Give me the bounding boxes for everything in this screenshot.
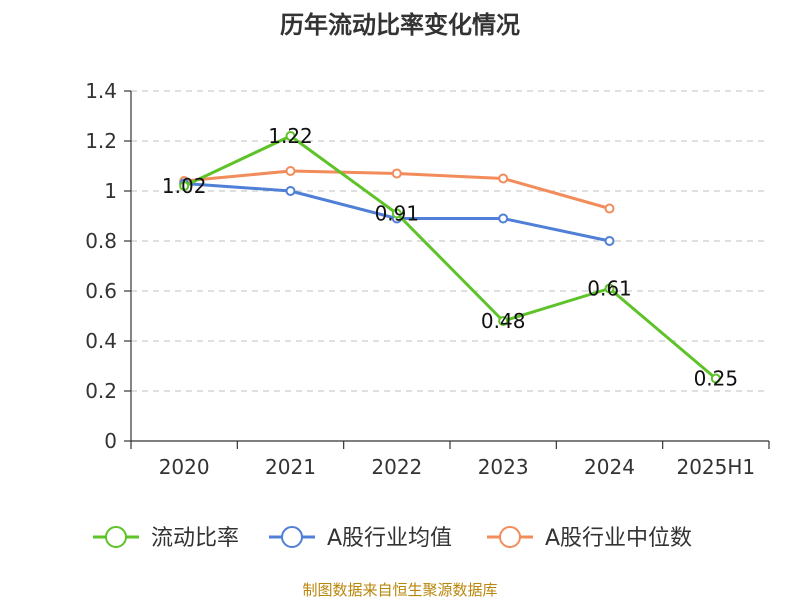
series-layer — [179, 131, 721, 384]
data-labels: 1.02 1.22 0.91 0.48 0.61 0.25 — [162, 124, 738, 391]
data-point — [604, 236, 615, 246]
x-tick-label: 2021 — [265, 455, 316, 479]
y-tick-label: 1 — [104, 179, 117, 203]
data-point — [179, 181, 190, 191]
y-tick-label: 0.2 — [85, 379, 117, 403]
data-point — [604, 283, 615, 294]
y-tick-label: 1.4 — [85, 79, 117, 103]
data-label: 0.61 — [587, 277, 632, 301]
x-tick-label: 2025H1 — [676, 455, 755, 479]
data-point — [710, 373, 721, 384]
series-line — [183, 134, 717, 380]
source-note: 制图数据来自恒生聚源数据库 — [302, 581, 497, 599]
axes: 0 0.2 0.4 0.6 0.8 1 1.2 1.4 2020 2021 2022 2023 2024… — [85, 79, 770, 479]
legend-swatch-marker — [499, 526, 521, 548]
x-tick-label: 2023 — [478, 455, 529, 479]
legend-item: A股行业中位数 — [487, 526, 692, 551]
data-point — [285, 186, 296, 196]
legend-item: A股行业均值 — [269, 526, 452, 551]
legend-swatch-marker — [105, 526, 127, 548]
data-point — [498, 213, 509, 224]
data-label: 0.91 — [375, 202, 420, 226]
data-point — [498, 316, 509, 326]
y-tick-label: 0.4 — [85, 329, 117, 353]
gridlines — [131, 90, 769, 392]
data-point — [285, 131, 296, 141]
legend: 流动比率 A股行业均值 A股行业中位数 — [93, 526, 692, 551]
data-point — [391, 168, 402, 179]
y-tick-label: 1.2 — [85, 129, 117, 153]
x-tick-label: 2020 — [159, 455, 210, 479]
y-tick-label: 0 — [104, 429, 117, 453]
legend-item: 流动比率 — [93, 526, 239, 551]
legend-label: A股行业均值 — [327, 526, 452, 551]
data-label: 0.48 — [481, 309, 526, 333]
data-point — [285, 166, 296, 176]
data-label: 1.02 — [162, 174, 207, 198]
y-tick-label: 0.8 — [85, 229, 117, 253]
data-label: 0.25 — [694, 367, 739, 391]
legend-label: A股行业中位数 — [545, 526, 692, 551]
data-point — [498, 173, 509, 184]
legend-swatch-marker — [281, 526, 303, 548]
data-label: 1.22 — [268, 124, 313, 148]
data-point — [604, 203, 615, 214]
data-point — [391, 208, 402, 219]
x-tick-label: 2022 — [371, 455, 422, 479]
x-tick-label: 2024 — [584, 455, 635, 479]
legend-label: 流动比率 — [151, 526, 239, 551]
chart-title: 历年流动比率变化情况 — [280, 11, 520, 39]
y-tick-label: 0.6 — [85, 279, 117, 303]
